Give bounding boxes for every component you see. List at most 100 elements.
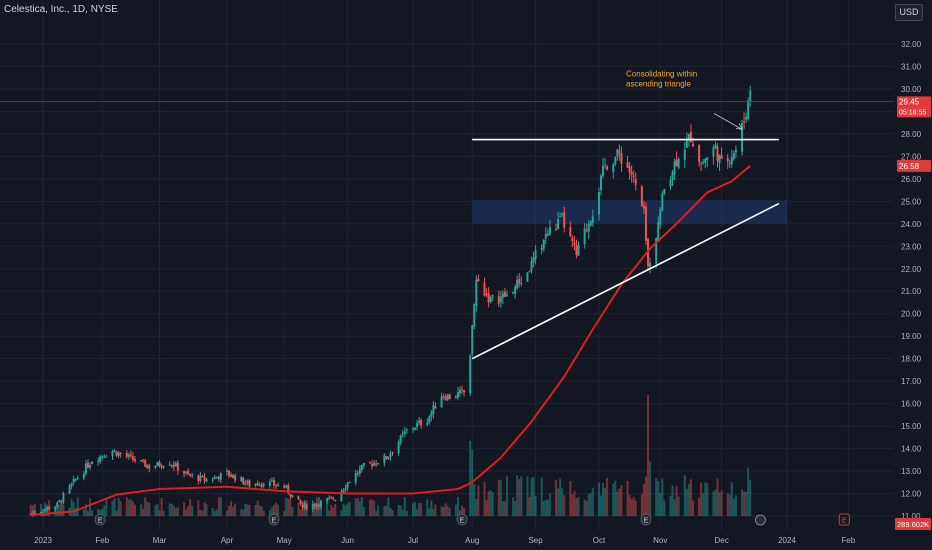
candle-body <box>297 495 300 500</box>
volume-bar <box>473 484 476 516</box>
volume-bar <box>215 509 218 516</box>
volume-bar <box>275 502 278 516</box>
candle-body <box>260 484 263 487</box>
candle-body <box>319 500 322 507</box>
volume-bar <box>389 508 392 516</box>
volume-bar <box>604 487 607 516</box>
volume-bar <box>205 504 208 516</box>
candle-body <box>444 396 447 400</box>
y-tick-label: 20.00 <box>901 310 922 319</box>
candle-body <box>342 490 345 493</box>
candle-body <box>741 122 744 152</box>
candle-body <box>442 396 445 398</box>
candle-body <box>199 475 202 482</box>
candle-body <box>520 282 523 284</box>
volume-bar <box>328 510 331 516</box>
volume-bar <box>587 493 590 516</box>
candle-body <box>512 292 515 294</box>
candle-body <box>485 294 488 296</box>
volume-bar <box>287 498 290 516</box>
volume-bar <box>199 509 202 516</box>
volume-bar <box>512 497 515 516</box>
candle-body <box>215 476 218 478</box>
volume-bar <box>268 509 271 516</box>
x-tick-label: Sep <box>528 536 543 545</box>
volume-bar <box>311 507 314 516</box>
volume-bar <box>743 491 746 516</box>
candle-body <box>743 121 746 123</box>
currency-button[interactable]: USD <box>895 4 923 21</box>
volume-bar <box>669 495 672 516</box>
x-tick-label: Mar <box>153 536 167 545</box>
candle-body <box>185 471 188 474</box>
last-price-label-bg <box>897 96 931 118</box>
candle-body <box>183 471 186 474</box>
y-tick-label: 26.00 <box>901 175 922 184</box>
volume-bar <box>469 440 472 516</box>
volume-bar <box>520 476 523 516</box>
candle-body <box>501 293 504 298</box>
earnings-marker-label: E <box>98 518 103 525</box>
volume-bar <box>716 478 719 516</box>
candle-body <box>125 452 128 457</box>
volume-bar <box>144 497 147 516</box>
volume-bar <box>503 501 506 516</box>
candle-body <box>516 279 519 289</box>
candle-body <box>360 464 363 470</box>
ma-line <box>30 165 751 516</box>
volume-bar <box>285 497 288 516</box>
candle-body <box>101 456 104 458</box>
candle-body <box>689 131 692 143</box>
volume-bar <box>489 490 492 516</box>
candle-body <box>649 262 652 268</box>
volume-bar <box>168 503 171 516</box>
candle-body <box>58 500 61 502</box>
volume-bar <box>142 508 145 516</box>
volume-bar <box>732 498 735 516</box>
candle-body <box>483 282 486 296</box>
candle-body <box>356 472 359 474</box>
volume-bar <box>671 485 674 516</box>
volume-bar <box>270 506 273 516</box>
volume-bar <box>140 504 143 516</box>
candle-body <box>530 261 533 272</box>
volume-bar <box>491 492 494 516</box>
candle-body <box>503 292 506 297</box>
volume-value-label: 289.602K <box>897 520 929 529</box>
candle-body <box>129 454 132 456</box>
candle-body <box>546 233 549 236</box>
volume-bar <box>616 491 619 516</box>
volume-bar <box>234 503 237 516</box>
volume-bar <box>589 493 592 516</box>
candle-body <box>616 149 619 157</box>
price-axis[interactable]: 11.00 12.00 13.00 14.00 15.00 16.00 17.00 18.00… <box>901 40 922 521</box>
volume-bar <box>432 508 435 516</box>
candle-body <box>471 325 474 355</box>
candle-body <box>346 482 349 488</box>
volume-bar <box>86 510 89 516</box>
volume-bar <box>76 497 79 516</box>
annotation-arrowhead <box>735 123 743 130</box>
volume-bar <box>375 511 378 516</box>
candle-body <box>154 465 157 468</box>
y-tick-label: 19.00 <box>901 332 922 341</box>
volume-bar <box>405 510 408 516</box>
volume-bar <box>148 502 151 516</box>
volume-bar <box>687 483 690 516</box>
candle-body <box>463 390 466 393</box>
candle-body <box>469 355 472 394</box>
x-tick-label: Nov <box>653 536 667 545</box>
candle-body <box>330 496 333 498</box>
earnings-marker <box>640 513 652 526</box>
candle-body <box>749 90 752 102</box>
countdown-label: 05:18:55 <box>899 109 926 116</box>
candle-body <box>305 504 308 510</box>
candle-body <box>201 475 204 477</box>
volume-bar <box>534 495 537 516</box>
candle-body <box>585 229 588 231</box>
time-axis[interactable]: 2023 Feb Mar Apr May Jun Jul Aug Sep Oct Nov Dec 202… <box>34 536 856 545</box>
volume-bar <box>244 503 247 516</box>
volume-bar <box>348 501 351 516</box>
volume-bar <box>501 501 504 516</box>
